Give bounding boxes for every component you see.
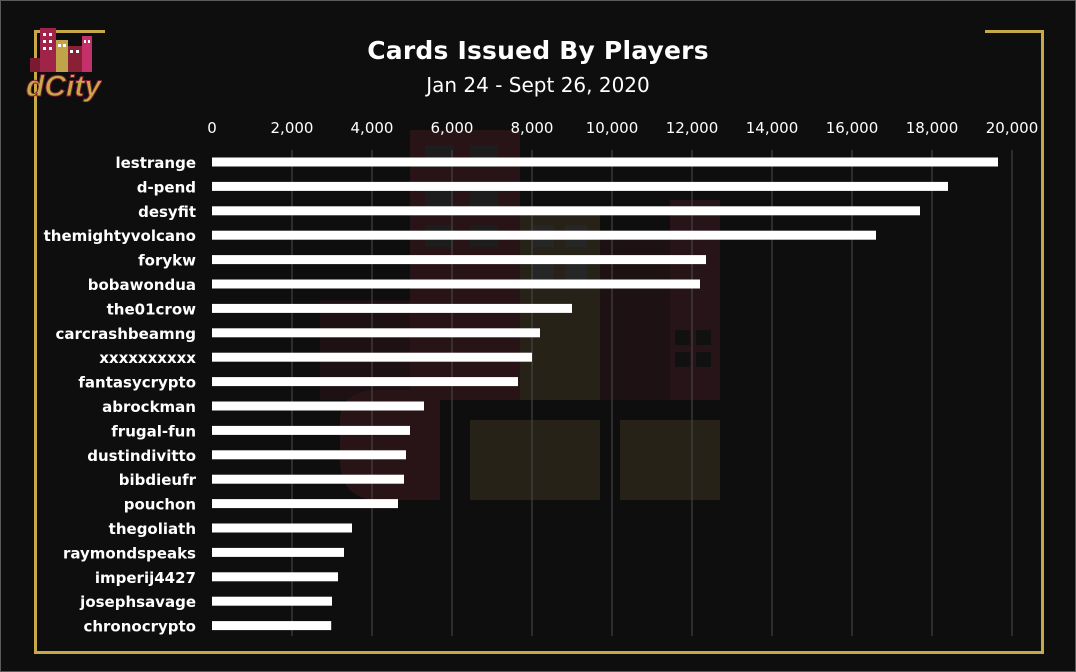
bar	[212, 230, 876, 240]
x-tick-label: 18,000	[906, 119, 959, 137]
bar	[212, 157, 998, 167]
x-tick-label: 8,000	[511, 119, 554, 137]
dcity-logo: dCity	[26, 28, 102, 102]
logo-text: dCity	[26, 70, 102, 102]
bar	[212, 206, 920, 216]
category-label: forykw	[138, 252, 196, 270]
bar	[212, 279, 700, 289]
chart-subtitle: Jan 24 - Sept 26, 2020	[426, 73, 650, 97]
bar	[212, 328, 540, 338]
bar	[212, 303, 572, 313]
bar	[212, 474, 404, 484]
category-label: xxxxxxxxxx	[99, 349, 196, 367]
bar	[212, 621, 332, 631]
x-tick-label: 0	[207, 119, 217, 137]
category-label: d-pend	[137, 178, 196, 196]
category-label: fantasycrypto	[78, 374, 196, 392]
category-label: bibdieufr	[119, 471, 197, 489]
bar	[212, 450, 406, 460]
bars	[212, 157, 998, 631]
chart-title: Cards Issued By Players	[367, 36, 709, 65]
bar	[212, 255, 706, 265]
bar	[212, 401, 424, 411]
category-label: lestrange	[115, 154, 196, 172]
category-labels: lestrange d-pend desyfit themightyvolcano fo…	[44, 154, 197, 636]
bar	[212, 572, 338, 582]
gridlines	[291, 150, 1013, 636]
category-label: raymondspeaks	[63, 544, 196, 562]
x-tick-label: 16,000	[826, 119, 879, 137]
category-label: frugal-fun	[111, 422, 196, 440]
bar	[212, 523, 352, 533]
category-label: themightyvolcano	[44, 227, 196, 245]
category-label: desyfit	[138, 203, 196, 221]
bar	[212, 377, 518, 387]
x-axis-ticks: 0 2,000 4,000 6,000 8,000 10,000 12,000 14,000 1…	[207, 119, 1038, 137]
category-label: thegoliath	[109, 520, 196, 538]
bar	[212, 425, 410, 435]
category-label: carcrashbeamng	[55, 325, 196, 343]
bar	[212, 547, 344, 557]
title-background	[105, 22, 985, 42]
x-tick-label: 2,000	[271, 119, 314, 137]
bar	[212, 499, 398, 509]
category-label: josephsavage	[79, 593, 196, 611]
x-tick-label: 14,000	[746, 119, 799, 137]
bar	[212, 181, 948, 191]
x-tick-label: 10,000	[586, 119, 639, 137]
category-label: dustindivitto	[87, 447, 196, 465]
category-label: imperij4427	[95, 569, 196, 587]
category-label: chronocrypto	[83, 618, 196, 636]
x-tick-label: 20,000	[986, 119, 1039, 137]
category-label: abrockman	[102, 398, 196, 416]
category-label: pouchon	[124, 496, 196, 514]
x-tick-label: 6,000	[431, 119, 474, 137]
x-tick-label: 12,000	[666, 119, 719, 137]
bar	[212, 352, 532, 362]
bar	[212, 596, 332, 606]
category-label: bobawondua	[88, 276, 196, 294]
category-label: the01crow	[107, 300, 196, 318]
x-tick-label: 4,000	[351, 119, 394, 137]
